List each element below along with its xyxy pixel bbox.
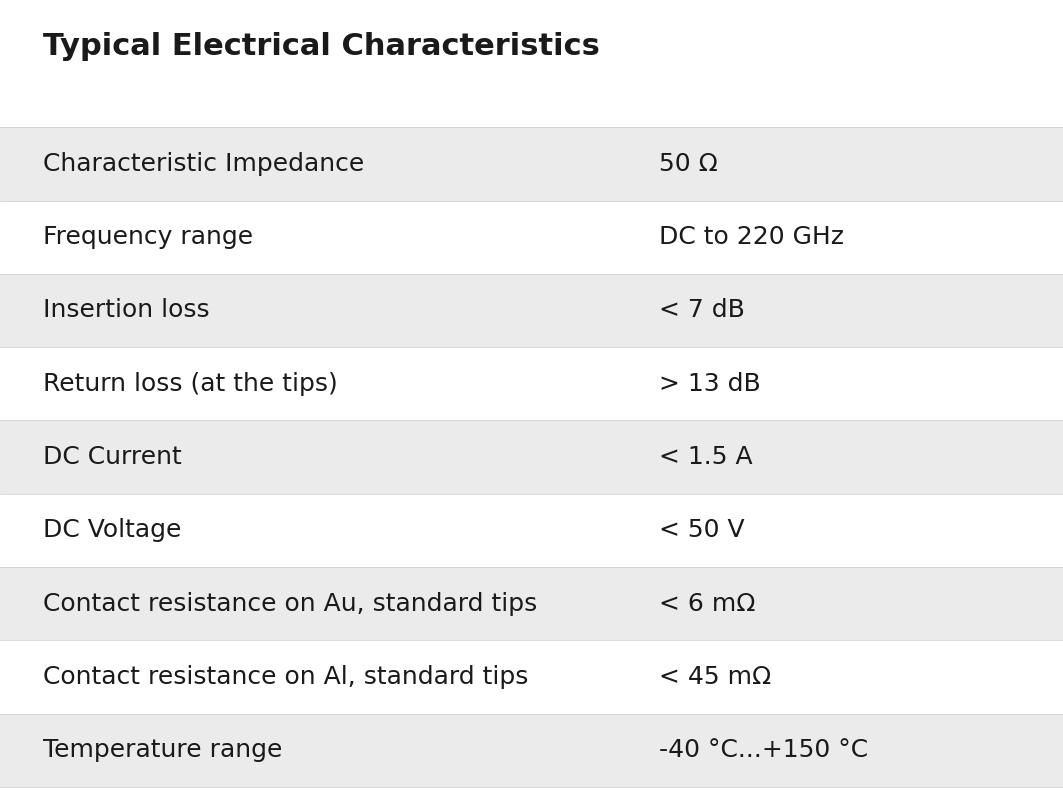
Bar	[0, 200, 1063, 273]
Text: Insertion loss: Insertion loss	[43, 298, 209, 323]
Text: < 6 mΩ: < 6 mΩ	[659, 591, 756, 616]
Bar	[0, 127, 1063, 200]
Text: Contact resistance on Al, standard tips: Contact resistance on Al, standard tips	[43, 665, 528, 689]
Bar	[0, 641, 1063, 714]
Bar	[0, 567, 1063, 641]
Bar	[0, 421, 1063, 494]
Text: Return loss (at the tips): Return loss (at the tips)	[43, 372, 337, 396]
Bar	[0, 347, 1063, 421]
Text: Frequency range: Frequency range	[43, 225, 253, 249]
Text: Characteristic Impedance: Characteristic Impedance	[43, 152, 364, 176]
Text: < 45 mΩ: < 45 mΩ	[659, 665, 772, 689]
Text: Contact resistance on Au, standard tips: Contact resistance on Au, standard tips	[43, 591, 537, 616]
Text: < 1.5 A: < 1.5 A	[659, 445, 753, 469]
Text: 50 Ω: 50 Ω	[659, 152, 718, 176]
Text: Typical Electrical Characteristics: Typical Electrical Characteristics	[43, 32, 600, 60]
Text: < 7 dB: < 7 dB	[659, 298, 745, 323]
Text: < 50 V: < 50 V	[659, 518, 745, 542]
Text: DC Voltage: DC Voltage	[43, 518, 181, 542]
Bar	[0, 494, 1063, 567]
Text: DC to 220 GHz: DC to 220 GHz	[659, 225, 844, 249]
Text: -40 °C...+150 °C: -40 °C...+150 °C	[659, 739, 868, 762]
Bar	[0, 273, 1063, 347]
Text: Temperature range: Temperature range	[43, 739, 282, 762]
Text: DC Current: DC Current	[43, 445, 182, 469]
Text: > 13 dB: > 13 dB	[659, 372, 761, 396]
Bar	[0, 714, 1063, 787]
